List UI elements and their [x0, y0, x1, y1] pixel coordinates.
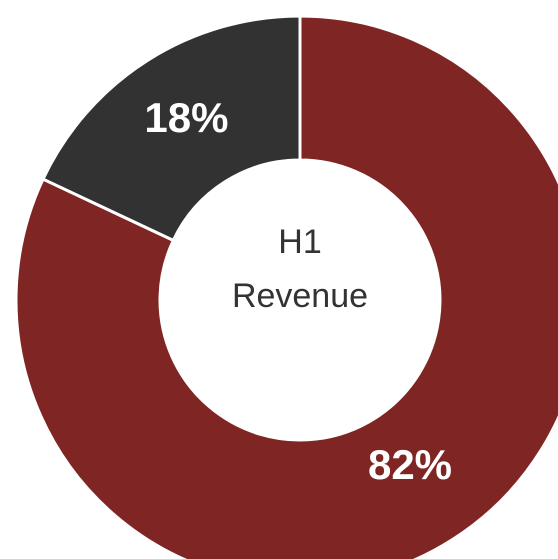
- slice: [14, 14, 558, 559]
- slices: [14, 14, 558, 559]
- slice: [41, 14, 302, 243]
- center-title: H1: [278, 223, 321, 261]
- value-label: 82%: [368, 441, 452, 488]
- value-label: 18%: [144, 94, 228, 141]
- center-title: Revenue: [232, 277, 368, 315]
